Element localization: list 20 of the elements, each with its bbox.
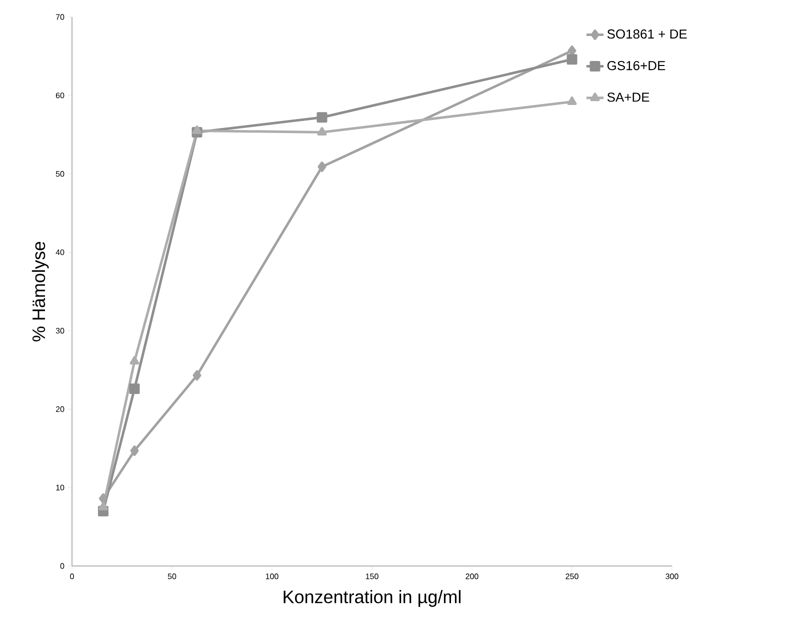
y-tick-label: 0 [60, 563, 64, 569]
legend-label: GS16+DE [607, 61, 666, 70]
y-tick-label: 50 [56, 171, 64, 177]
legend-label: SA+DE [607, 92, 650, 102]
x-tick-label: 150 [366, 574, 378, 580]
x-tick-label: 0 [70, 574, 74, 580]
y-tick-label: 40 [56, 249, 64, 256]
y-tick-label: 20 [56, 406, 64, 412]
legend-label: SO1861 + DE [607, 29, 687, 39]
x-tick-label: 300 [666, 574, 678, 580]
y-tick-label: 60 [56, 92, 64, 98]
x-tick-label: 200 [466, 574, 478, 580]
x-tick-label: 100 [266, 574, 278, 580]
x-tick-label: 250 [566, 574, 578, 580]
y-tick-label: 30 [56, 328, 64, 334]
y-tick-label: 70 [56, 14, 64, 20]
x-axis-title: Konzentration in µg/ml [284, 590, 460, 607]
y-tick-label: 10 [56, 484, 64, 490]
x-tick-label: 50 [168, 574, 176, 580]
y-axis-title: % Hämolyse [32, 242, 49, 342]
